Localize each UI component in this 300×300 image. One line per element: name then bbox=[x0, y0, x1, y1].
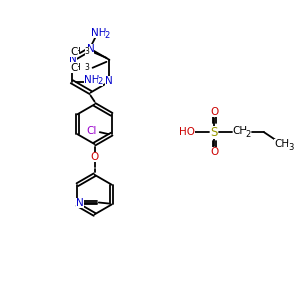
Text: C: C bbox=[70, 47, 78, 57]
Text: HO: HO bbox=[179, 127, 195, 137]
Text: O: O bbox=[210, 147, 218, 157]
Text: 3: 3 bbox=[288, 142, 293, 152]
Text: S: S bbox=[211, 126, 218, 139]
Text: CH: CH bbox=[232, 126, 248, 136]
Text: 3: 3 bbox=[85, 47, 89, 56]
Text: Cl: Cl bbox=[87, 126, 97, 136]
Text: 2: 2 bbox=[98, 77, 103, 86]
Text: H: H bbox=[73, 47, 80, 56]
Text: H: H bbox=[73, 63, 80, 72]
Text: N: N bbox=[76, 197, 84, 208]
Text: N: N bbox=[69, 54, 76, 64]
Text: 3: 3 bbox=[85, 63, 89, 72]
Text: CH: CH bbox=[274, 139, 289, 149]
Text: C: C bbox=[70, 63, 78, 73]
Text: S: S bbox=[211, 126, 218, 139]
Text: O: O bbox=[210, 107, 218, 117]
Text: 2: 2 bbox=[245, 130, 251, 139]
Text: NH: NH bbox=[84, 75, 99, 85]
Text: NH: NH bbox=[91, 28, 106, 38]
Text: N: N bbox=[87, 44, 94, 54]
Text: O: O bbox=[90, 152, 99, 162]
Text: N: N bbox=[105, 76, 112, 85]
Text: 2: 2 bbox=[105, 31, 110, 40]
